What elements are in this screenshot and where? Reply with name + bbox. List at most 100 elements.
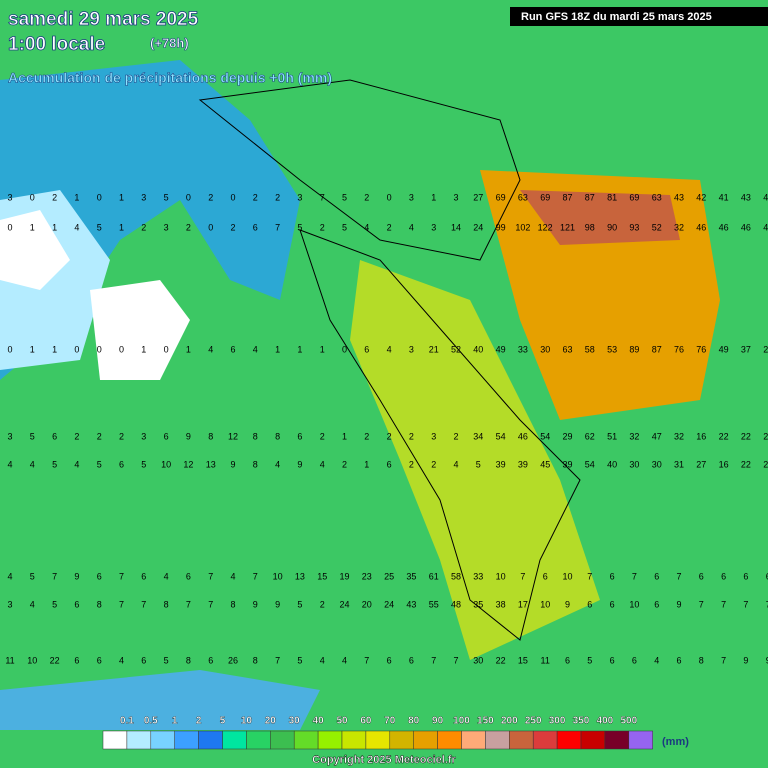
grid-value: 6 bbox=[743, 571, 748, 581]
grid-value: 5 bbox=[52, 599, 57, 609]
grid-value: 46 bbox=[763, 222, 768, 232]
grid-value: 9 bbox=[676, 599, 681, 609]
grid-value: 10 bbox=[161, 459, 171, 469]
grid-value: 76 bbox=[696, 344, 706, 354]
grid-value: 3 bbox=[7, 192, 12, 202]
grid-value: 5 bbox=[297, 599, 302, 609]
legend-label: 0.5 bbox=[144, 716, 158, 727]
subtitle: Accumulation de précipitations depuis +0… bbox=[8, 70, 332, 86]
grid-value: 2 bbox=[74, 431, 79, 441]
grid-value: 29 bbox=[763, 431, 768, 441]
legend-swatch bbox=[389, 730, 414, 750]
legend-swatch bbox=[198, 730, 223, 750]
grid-value: 90 bbox=[607, 222, 617, 232]
grid-value: 54 bbox=[585, 459, 595, 469]
grid-value: 6 bbox=[52, 431, 57, 441]
legend-label: 5 bbox=[220, 716, 226, 727]
grid-value: 1 bbox=[52, 222, 57, 232]
grid-value: 6 bbox=[364, 344, 369, 354]
grid-value: 87 bbox=[585, 192, 595, 202]
grid-value: 4 bbox=[275, 459, 280, 469]
grid-value: 2 bbox=[453, 431, 458, 441]
grid-value: 22 bbox=[763, 459, 768, 469]
grid-value: 32 bbox=[674, 431, 684, 441]
grid-value: 58 bbox=[585, 344, 595, 354]
grid-value: 6 bbox=[141, 655, 146, 665]
grid-value: 6 bbox=[97, 571, 102, 581]
grid-value: 9 bbox=[230, 459, 235, 469]
grid-value: 39 bbox=[496, 459, 506, 469]
grid-value: 52 bbox=[451, 344, 461, 354]
grid-value: 2 bbox=[253, 192, 258, 202]
legend-swatch bbox=[293, 730, 319, 750]
grid-value: 43 bbox=[674, 192, 684, 202]
grid-value: 0 bbox=[119, 344, 124, 354]
grid-value: 5 bbox=[587, 655, 592, 665]
time: 1:00 locale bbox=[8, 34, 105, 55]
grid-value: 1 bbox=[320, 344, 325, 354]
grid-value: 2 bbox=[342, 459, 347, 469]
legend-label: 200 bbox=[501, 716, 518, 727]
grid-value: 1 bbox=[342, 431, 347, 441]
grid-value: 0 bbox=[30, 192, 35, 202]
legend-label: 70 bbox=[384, 716, 396, 727]
legend-swatch bbox=[556, 730, 582, 750]
grid-value: 5 bbox=[141, 459, 146, 469]
legend-label: 150 bbox=[477, 716, 494, 727]
grid-value: 2 bbox=[409, 431, 414, 441]
grid-value: 7 bbox=[587, 571, 592, 581]
grid-value: 8 bbox=[253, 459, 258, 469]
grid-value: 7 bbox=[275, 222, 280, 232]
grid-value: 35 bbox=[473, 599, 483, 609]
legend-swatch bbox=[461, 730, 486, 750]
legend-label: 80 bbox=[408, 716, 420, 727]
grid-value: 7 bbox=[208, 599, 213, 609]
grid-value: 46 bbox=[741, 222, 751, 232]
grid-value: 3 bbox=[431, 431, 436, 441]
grid-value: 23 bbox=[362, 571, 372, 581]
grid-value: 6 bbox=[721, 571, 726, 581]
grid-value: 45 bbox=[540, 459, 550, 469]
grid-value: 10 bbox=[273, 571, 283, 581]
grid-value: 42 bbox=[696, 192, 706, 202]
legend-swatch bbox=[437, 730, 462, 750]
grid-value: 4 bbox=[164, 571, 169, 581]
grid-value: 6 bbox=[387, 459, 392, 469]
legend-label: 60 bbox=[360, 716, 372, 727]
grid-value: 39 bbox=[518, 459, 528, 469]
grid-value: 2 bbox=[141, 222, 146, 232]
legend-label: 20 bbox=[265, 716, 277, 727]
grid-value: 9 bbox=[766, 655, 768, 665]
dry-area bbox=[0, 210, 70, 290]
grid-value: 27 bbox=[696, 459, 706, 469]
grid-value: 10 bbox=[629, 599, 639, 609]
legend-swatch bbox=[270, 730, 295, 750]
grid-value: 49 bbox=[496, 344, 506, 354]
grid-value: 81 bbox=[607, 192, 617, 202]
copyright: Copyright 2025 Meteociel.fr bbox=[312, 754, 456, 766]
legend-swatch bbox=[341, 730, 367, 750]
legend-label: 250 bbox=[525, 716, 542, 727]
grid-value: 8 bbox=[208, 431, 213, 441]
grid-value: 7 bbox=[253, 571, 258, 581]
grid-value: 69 bbox=[496, 192, 506, 202]
grid-value: 22 bbox=[719, 431, 729, 441]
grid-value: 22 bbox=[50, 655, 60, 665]
grid-value: 4 bbox=[364, 222, 369, 232]
grid-value: 0 bbox=[7, 222, 12, 232]
grid-value: 8 bbox=[230, 599, 235, 609]
grid-value: 3 bbox=[431, 222, 436, 232]
grid-value: 17 bbox=[518, 599, 528, 609]
legend-label: 2 bbox=[196, 716, 202, 727]
grid-value: 1 bbox=[52, 344, 57, 354]
grid-value: 69 bbox=[629, 192, 639, 202]
grid-value: 30 bbox=[629, 459, 639, 469]
grid-value: 31 bbox=[674, 459, 684, 469]
legend-swatch bbox=[509, 730, 534, 750]
grid-value: 6 bbox=[186, 571, 191, 581]
grid-value: 48 bbox=[451, 599, 461, 609]
grid-value: 10 bbox=[540, 599, 550, 609]
grid-value: 11 bbox=[541, 655, 550, 665]
grid-value: 7 bbox=[320, 192, 325, 202]
